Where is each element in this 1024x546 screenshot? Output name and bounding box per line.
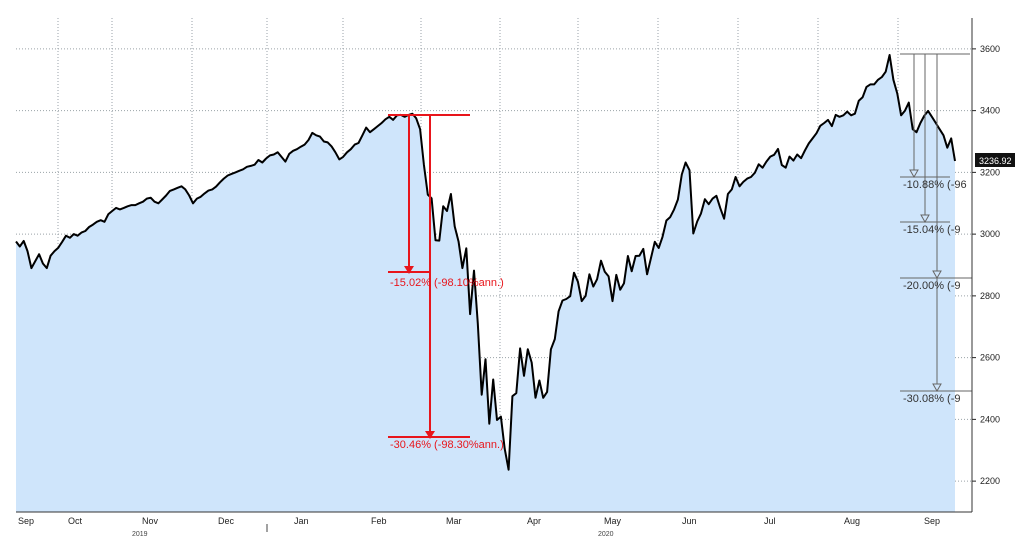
last-value-label: 3236.92 bbox=[979, 156, 1012, 166]
x-tick-label-0: Sep bbox=[18, 516, 34, 526]
x-tick-label-7: Apr bbox=[527, 516, 541, 526]
y-tick-label-2200: 2200 bbox=[980, 476, 1000, 486]
area-layer bbox=[16, 55, 955, 512]
y-tick-label-2600: 2600 bbox=[980, 353, 1000, 363]
year-label-2019: 2019 bbox=[132, 531, 148, 538]
x-tick-label-10: Jul bbox=[764, 516, 776, 526]
gray-10pct-arrowhead bbox=[909, 169, 919, 179]
y-tick-label-3200: 3200 bbox=[980, 167, 1000, 177]
series-line bbox=[15, 54, 956, 471]
x-tick-label-4: Jan bbox=[294, 516, 309, 526]
y-tick-label-3600: 3600 bbox=[980, 44, 1000, 54]
y-tick-label-2400: 2400 bbox=[980, 414, 1000, 424]
x-tick-label-3: Dec bbox=[218, 516, 235, 526]
gray-annotation-30pct: -30.08% (-9 bbox=[903, 393, 960, 405]
drawdown-annotations: -15.02% (-98.10%ann.) -30.46% (-98.30%an… bbox=[388, 53, 972, 451]
gray-annotation-15pct: -15.04% (-9 bbox=[903, 224, 960, 236]
red-15pct-arrowhead bbox=[404, 266, 414, 274]
gray-annotation-10pct: -10.88% (-96 bbox=[903, 179, 967, 191]
red-annotation-30pct: -30.46% (-98.30%ann.) bbox=[390, 439, 504, 451]
x-tick-label-12: Sep bbox=[924, 516, 940, 526]
y-tick-label-3400: 3400 bbox=[980, 106, 1000, 116]
gray-20pct-arrowhead bbox=[932, 270, 942, 280]
line-layer bbox=[15, 54, 956, 471]
last-value-marker: 3236.92 bbox=[975, 153, 1015, 167]
gray-annotation-20pct: -20.00% (-9 bbox=[903, 280, 960, 292]
y-tick-label-3000: 3000 bbox=[980, 229, 1000, 239]
gray-15pct-arrowhead bbox=[920, 214, 930, 224]
last-value-box bbox=[975, 153, 1015, 167]
x-tick-label-1: Oct bbox=[68, 516, 83, 526]
red-30pct-arrowhead bbox=[425, 431, 435, 439]
x-tick-label-11: Aug bbox=[844, 516, 860, 526]
y-tick-label-2800: 2800 bbox=[980, 291, 1000, 301]
x-tick-label-5: Feb bbox=[371, 516, 387, 526]
x-tick-label-6: Mar bbox=[446, 516, 462, 526]
year-label-2020: 2020 bbox=[598, 531, 614, 538]
series-area bbox=[16, 55, 955, 512]
red-annotation-15pct: -15.02% (-98.10%ann.) bbox=[390, 277, 504, 289]
x-tick-label-9: Jun bbox=[682, 516, 697, 526]
gray-30pct-arrowhead bbox=[932, 383, 942, 393]
x-tick-label-2: Nov bbox=[142, 516, 159, 526]
axes: 2200 2400 2600 2800 3000 3200 3400 3600 Sep Oct No… bbox=[16, 18, 1000, 538]
x-tick-label-8: May bbox=[604, 516, 622, 526]
